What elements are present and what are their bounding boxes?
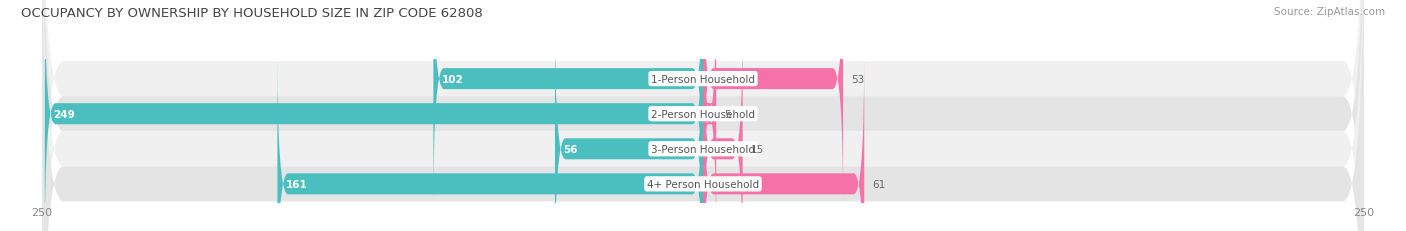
FancyBboxPatch shape: [433, 0, 703, 209]
FancyBboxPatch shape: [555, 20, 703, 231]
FancyBboxPatch shape: [42, 0, 1364, 231]
FancyBboxPatch shape: [45, 0, 703, 231]
FancyBboxPatch shape: [42, 0, 1364, 231]
Text: OCCUPANCY BY OWNERSHIP BY HOUSEHOLD SIZE IN ZIP CODE 62808: OCCUPANCY BY OWNERSHIP BY HOUSEHOLD SIZE…: [21, 7, 482, 20]
FancyBboxPatch shape: [42, 0, 1364, 231]
Text: 2-Person Household: 2-Person Household: [651, 109, 755, 119]
Text: 56: 56: [562, 144, 578, 154]
Text: 249: 249: [53, 109, 75, 119]
Text: 5: 5: [724, 109, 731, 119]
Text: 1-Person Household: 1-Person Household: [651, 74, 755, 84]
Text: 3-Person Household: 3-Person Household: [651, 144, 755, 154]
FancyBboxPatch shape: [42, 0, 1364, 231]
Text: 53: 53: [851, 74, 865, 84]
Text: 15: 15: [751, 144, 763, 154]
Text: 61: 61: [872, 179, 886, 189]
FancyBboxPatch shape: [703, 20, 742, 231]
Text: 161: 161: [285, 179, 307, 189]
Text: 102: 102: [441, 74, 463, 84]
FancyBboxPatch shape: [703, 55, 865, 231]
FancyBboxPatch shape: [703, 0, 716, 231]
Text: 4+ Person Household: 4+ Person Household: [647, 179, 759, 189]
FancyBboxPatch shape: [703, 0, 844, 209]
FancyBboxPatch shape: [277, 55, 703, 231]
Text: Source: ZipAtlas.com: Source: ZipAtlas.com: [1274, 7, 1385, 17]
